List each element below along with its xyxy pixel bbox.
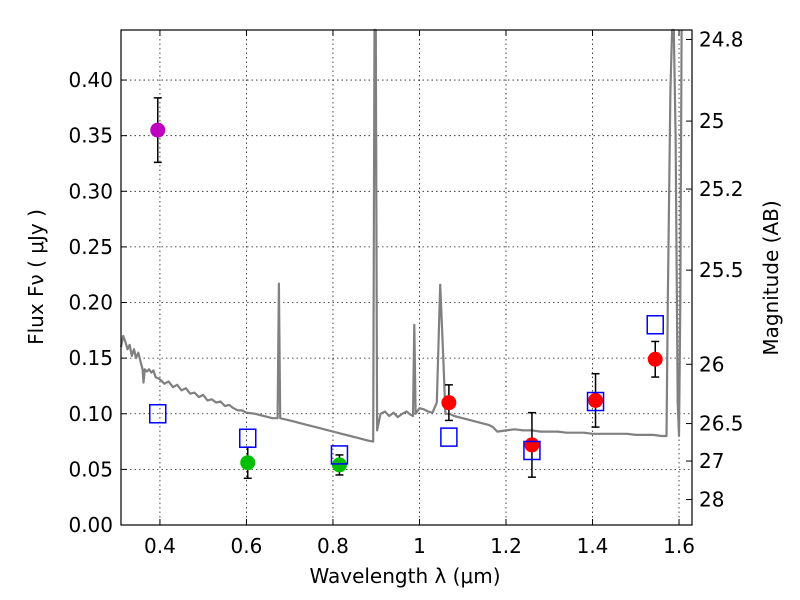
y-tick-label: 0.00	[68, 513, 113, 537]
right-tick-label: 26.5	[699, 412, 744, 436]
right-tick-label: 25.2	[699, 177, 744, 201]
data-point	[588, 392, 604, 408]
model-square-marker	[440, 427, 458, 447]
x-axis-label: Wavelength λ (μm)	[309, 564, 500, 588]
right-tick-label: 26	[699, 352, 724, 376]
y-tick-label: 0.40	[68, 68, 113, 92]
right-tick-label: 27	[699, 449, 724, 473]
data-point	[331, 457, 347, 473]
right-axis-label: Magnitude (AB)	[759, 200, 783, 355]
right-tick-label: 28	[699, 488, 724, 512]
y-axis-ticks: 0.00 0.05 0.10 0.15 0.20 0.25 0.30 0.35 0.40	[68, 68, 127, 537]
x-tick-label: 1.2	[490, 534, 522, 558]
spectrum-line	[119, 28, 683, 443]
x-tick-label: 0.4	[144, 534, 176, 558]
data-point	[240, 455, 256, 471]
x-tick-label: 1.6	[663, 534, 695, 558]
model-square-marker	[238, 428, 257, 448]
data-point	[441, 395, 457, 411]
x-tick-label: 0.6	[231, 534, 263, 558]
spectrum-layer	[119, 28, 683, 443]
model-square-marker	[149, 404, 167, 424]
plot-frame	[120, 29, 693, 526]
model-square-marker	[646, 315, 664, 335]
y-tick-label: 0.05	[68, 457, 113, 481]
data-point	[150, 122, 166, 138]
y-axis-label: Flux Fν ( μJy )	[24, 209, 48, 345]
model-square-marker	[523, 440, 541, 461]
right-tick-label: 24.8	[699, 27, 744, 51]
x-tick-label: 1	[413, 534, 426, 558]
points-layer	[149, 97, 664, 480]
y-tick-label: 0.35	[68, 124, 113, 148]
x-tick-label: 0.8	[317, 534, 349, 558]
y-tick-label: 0.25	[68, 235, 113, 259]
right-axis-ticks: 24.8 25 25.2 25.5 26 26.5 27 28	[686, 27, 744, 512]
y-tick-label: 0.15	[68, 346, 113, 370]
model-square-marker	[586, 391, 605, 412]
y-tick-label: 0.10	[68, 402, 113, 426]
y-tick-label: 0.20	[68, 291, 113, 315]
right-tick-label: 25.5	[699, 258, 744, 282]
y-tick-label: 0.30	[68, 179, 113, 203]
right-tick-label: 25	[699, 109, 724, 133]
model-square-marker	[330, 445, 349, 465]
x-tick-label: 1.4	[577, 534, 609, 558]
data-point	[524, 437, 540, 453]
x-axis-ticks: 0.4 0.6 0.8 1 1.2 1.4 1.6	[144, 30, 695, 558]
grid-layer	[121, 30, 692, 526]
data-point	[647, 351, 663, 367]
